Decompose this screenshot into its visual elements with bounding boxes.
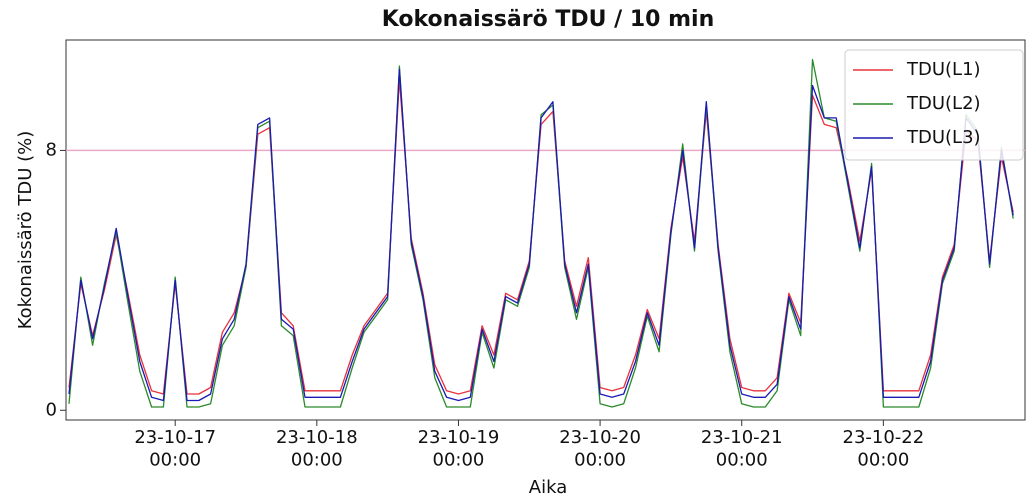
x-tick-label: 23-10-20 00:00 — [559, 427, 641, 471]
legend-box — [844, 49, 1024, 161]
x-tick-label: 23-10-19 00:00 — [418, 427, 500, 471]
x-tick-label: 23-10-18 00:00 — [276, 427, 358, 471]
y-tick-label: 8 — [46, 139, 57, 160]
legend-label: TDU(L3) — [906, 127, 981, 148]
x-tick-label: 23-10-17 00:00 — [134, 427, 216, 471]
legend: TDU(L1) TDU(L2) TDU(L3) — [844, 49, 1024, 161]
plot-area — [65, 39, 1026, 421]
x-axis-label: Aika — [529, 477, 567, 498]
chart-title: Kokonaissärö TDU / 10 min — [382, 7, 715, 32]
legend-label: TDU(L1) — [906, 59, 981, 80]
legend-label: TDU(L2) — [906, 93, 981, 114]
x-tick-label: 23-10-22 00:00 — [843, 427, 925, 471]
x-tick-label: 23-10-21 00:00 — [701, 427, 783, 471]
series-line — [68, 68, 1014, 402]
y-axis-label: Kokonaissärö TDU (%) — [15, 131, 36, 330]
y-tick-label: 0 — [46, 399, 57, 420]
